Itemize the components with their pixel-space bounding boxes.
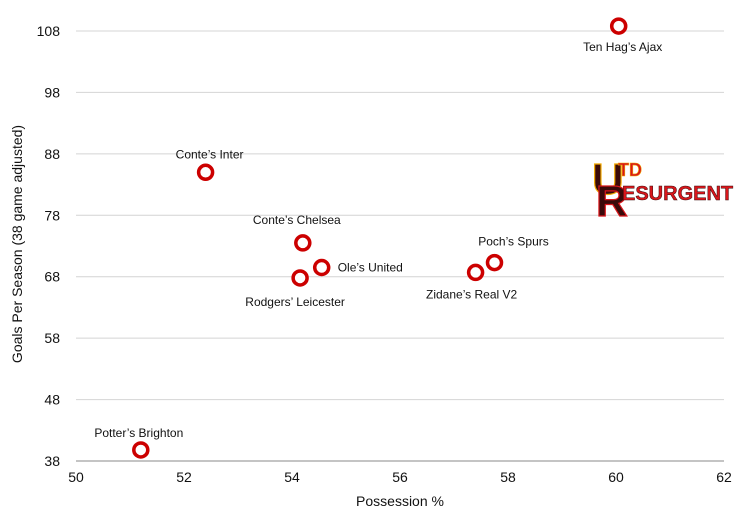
x-tick-label: 58 xyxy=(500,469,516,485)
y-tick-label: 38 xyxy=(44,453,60,469)
y-tick-label: 88 xyxy=(44,146,60,162)
y-tick-label: 58 xyxy=(44,330,60,346)
y-axis-ticks: 38 48 58 68 78 88 98 108 xyxy=(37,23,61,469)
data-point xyxy=(132,441,150,459)
point-label: Conte’s Inter xyxy=(176,147,244,161)
point-label: Potter’s Brighton xyxy=(94,426,183,440)
data-point xyxy=(466,263,485,282)
data-point xyxy=(291,269,309,287)
point-label: Conte’s Chelsea xyxy=(253,213,341,227)
y-tick-label: 48 xyxy=(44,392,60,408)
data-point xyxy=(312,258,331,277)
x-tick-label: 60 xyxy=(608,469,624,485)
y-axis-title: Goals Per Season (38 game adjusted) xyxy=(9,125,25,363)
utd-resurgent-logo: U TD R ESURGENT xyxy=(591,154,733,226)
data-points: Ten Hag’s Ajax Conte’s Inter Conte’s Chels… xyxy=(94,17,662,459)
y-tick-label: 98 xyxy=(44,84,60,100)
data-point xyxy=(485,253,504,272)
data-point xyxy=(609,17,628,35)
x-tick-label: 52 xyxy=(176,469,192,485)
x-tick-label: 50 xyxy=(68,469,84,485)
logo-text-esurgent: ESURGENT xyxy=(622,183,733,205)
gridlines xyxy=(76,30,724,401)
point-label: Ten Hag’s Ajax xyxy=(583,40,662,54)
point-label: Poch’s Spurs xyxy=(478,235,548,249)
point-label: Zidane’s Real V2 xyxy=(426,287,517,301)
point-label: Rodgers’ Leicester xyxy=(245,295,345,309)
data-point xyxy=(294,234,312,252)
logo-text-td: TD xyxy=(618,160,642,180)
x-tick-label: 62 xyxy=(716,469,732,485)
x-tick-label: 56 xyxy=(392,469,408,485)
logo-letter-r: R xyxy=(596,177,628,226)
point-label: Ole’s United xyxy=(338,261,403,275)
y-tick-label: 78 xyxy=(44,207,60,223)
logo-letter-u: U xyxy=(592,155,624,204)
x-axis-title: Possession % xyxy=(356,493,444,509)
data-point xyxy=(196,163,215,182)
y-tick-label: 108 xyxy=(37,23,61,39)
x-axis-ticks: 50 52 54 56 58 60 62 xyxy=(68,469,732,485)
y-tick-label: 68 xyxy=(44,269,60,285)
x-tick-label: 54 xyxy=(284,469,300,485)
